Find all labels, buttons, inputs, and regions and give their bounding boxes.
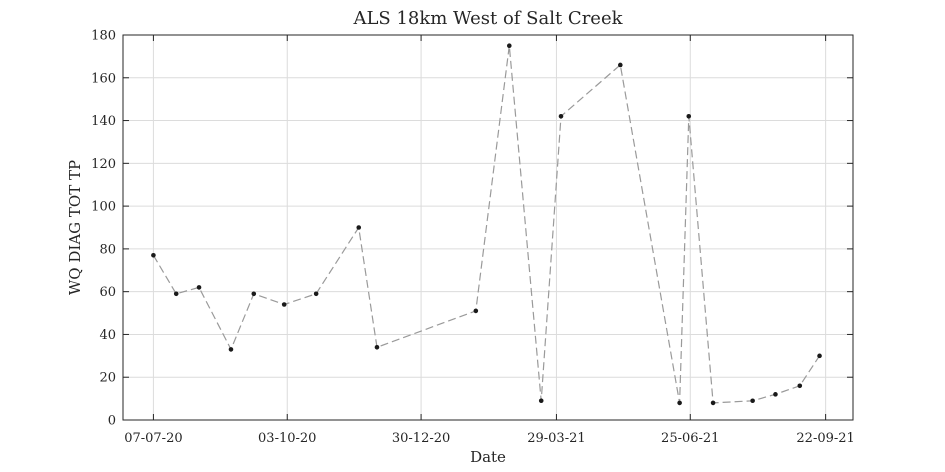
x-tick-label: 25-06-21 bbox=[661, 431, 719, 446]
data-point bbox=[374, 344, 380, 350]
data-point bbox=[251, 291, 257, 297]
x-axis-label: Date bbox=[470, 448, 506, 466]
data-point bbox=[281, 302, 287, 307]
y-tick-label: 160 bbox=[91, 71, 116, 86]
data-point bbox=[313, 291, 319, 297]
data-point bbox=[686, 113, 692, 119]
series-line bbox=[152, 45, 821, 404]
y-axis-label: WQ DIAG TOT TP bbox=[66, 160, 84, 295]
data-point bbox=[710, 400, 716, 406]
data-point bbox=[750, 398, 755, 404]
y-tick-label: 140 bbox=[91, 114, 116, 129]
y-tick-label: 0 bbox=[108, 414, 116, 429]
data-point bbox=[228, 347, 234, 352]
x-tick-label: 07-07-20 bbox=[124, 431, 182, 446]
data-series bbox=[151, 43, 822, 406]
data-point bbox=[473, 308, 479, 314]
axes-frame bbox=[122, 34, 854, 421]
data-point bbox=[558, 113, 564, 119]
y-tick-label: 40 bbox=[99, 328, 116, 343]
data-point bbox=[173, 291, 179, 297]
data-point bbox=[506, 43, 512, 48]
data-point bbox=[151, 253, 156, 258]
y-tick-label: 20 bbox=[99, 371, 116, 386]
x-tick-label: 30-12-20 bbox=[392, 431, 450, 446]
grid bbox=[123, 34, 853, 421]
y-tick-label: 60 bbox=[99, 285, 116, 300]
axis-ticks: 0 20 40 60 80 100 120 140 160 180 07-07-20 03-10-20… bbox=[91, 29, 855, 447]
data-point bbox=[797, 383, 803, 389]
x-tick-label: 22-09-21 bbox=[796, 431, 854, 446]
chart-title: ALS 18km West of Salt Creek bbox=[352, 8, 623, 29]
x-tick-label: 29-03-21 bbox=[527, 431, 585, 446]
x-tick-label: 03-10-20 bbox=[258, 431, 316, 446]
data-point bbox=[773, 392, 778, 397]
data-point bbox=[356, 225, 362, 230]
y-tick-label: 180 bbox=[91, 29, 116, 44]
y-tick-label: 100 bbox=[91, 200, 116, 215]
data-point bbox=[677, 400, 682, 406]
data-point bbox=[817, 353, 822, 359]
y-tick-label: 80 bbox=[99, 242, 116, 257]
data-point bbox=[538, 398, 544, 404]
y-tick-label: 120 bbox=[91, 157, 116, 172]
data-point bbox=[618, 62, 623, 68]
data-point bbox=[196, 285, 202, 290]
